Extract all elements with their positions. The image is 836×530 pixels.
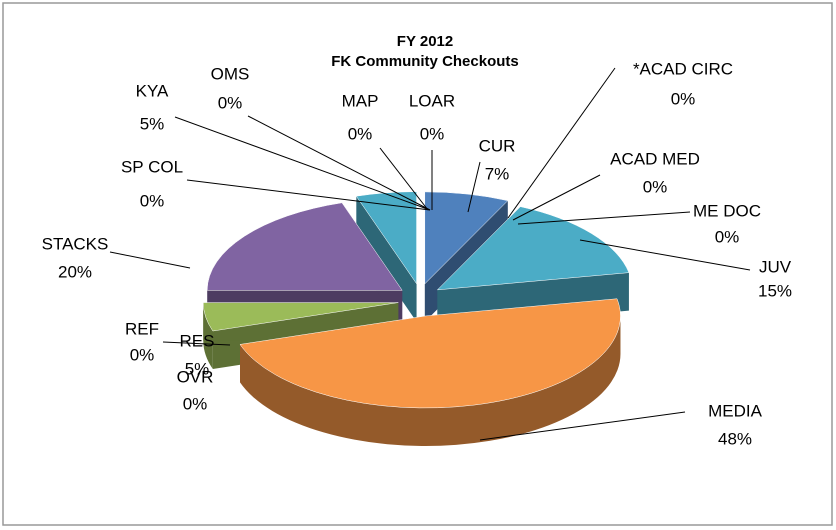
slice-value-label: 5% (140, 114, 165, 133)
slice (436, 206, 630, 291)
slice (239, 298, 621, 409)
slice-value-label: 0% (183, 394, 208, 413)
chart-title: FY 2012 (397, 33, 453, 50)
slice-label: MEDIA (708, 401, 763, 420)
slice-value-label: 0% (643, 177, 668, 196)
slice (206, 202, 403, 291)
slice-label: *ACAD CIRC (633, 59, 733, 78)
leader-line (186, 179, 431, 211)
slice-value-label: 15% (758, 281, 792, 300)
leader-line (467, 161, 481, 213)
slice-value-label: 48% (718, 429, 752, 448)
slice (424, 191, 509, 285)
slice-label: SP COL (121, 157, 183, 176)
slice-value-label: 5% (185, 359, 210, 378)
slice-edge (203, 302, 213, 370)
slice-value-label: 0% (348, 124, 373, 143)
leader-line (512, 174, 601, 221)
leader-line (174, 116, 431, 211)
slice-label: STACKS (42, 234, 109, 253)
leader-line (379, 147, 429, 211)
leader-line (507, 67, 616, 219)
slice-label: RES (180, 331, 215, 350)
leader-line (247, 115, 431, 211)
slice-value-label: 0% (420, 124, 445, 143)
slice-value-label: 0% (130, 345, 155, 364)
chart-subtitle: FK Community Checkouts (331, 53, 519, 70)
leader-line (579, 239, 751, 271)
slice-value-label: 0% (140, 191, 165, 210)
leader-line (517, 211, 691, 225)
slice (355, 191, 417, 285)
leader-line (109, 251, 191, 269)
slice-label: OVR (177, 367, 214, 386)
slice-label: JUV (759, 257, 792, 276)
slice-value-label: 0% (671, 89, 696, 108)
slice-label: KYA (136, 81, 169, 100)
slice-label: LOAR (409, 91, 455, 110)
slice-value-label: 7% (485, 164, 510, 183)
slice-label: CUR (479, 136, 516, 155)
slice-value-label: 0% (218, 93, 243, 112)
slice (213, 305, 400, 334)
slice-edge (240, 315, 621, 446)
leader-line (162, 341, 231, 346)
leader-line (479, 411, 686, 441)
slice-value-label: 20% (58, 262, 92, 281)
slice-label: MAP (342, 91, 379, 110)
slice-value-label: 0% (715, 227, 740, 246)
slice-label: REF (125, 319, 159, 338)
slice-label: OMS (211, 64, 250, 83)
slice-label: ME DOC (693, 201, 761, 220)
slice (203, 302, 399, 332)
slice-label: ACAD MED (610, 149, 700, 168)
